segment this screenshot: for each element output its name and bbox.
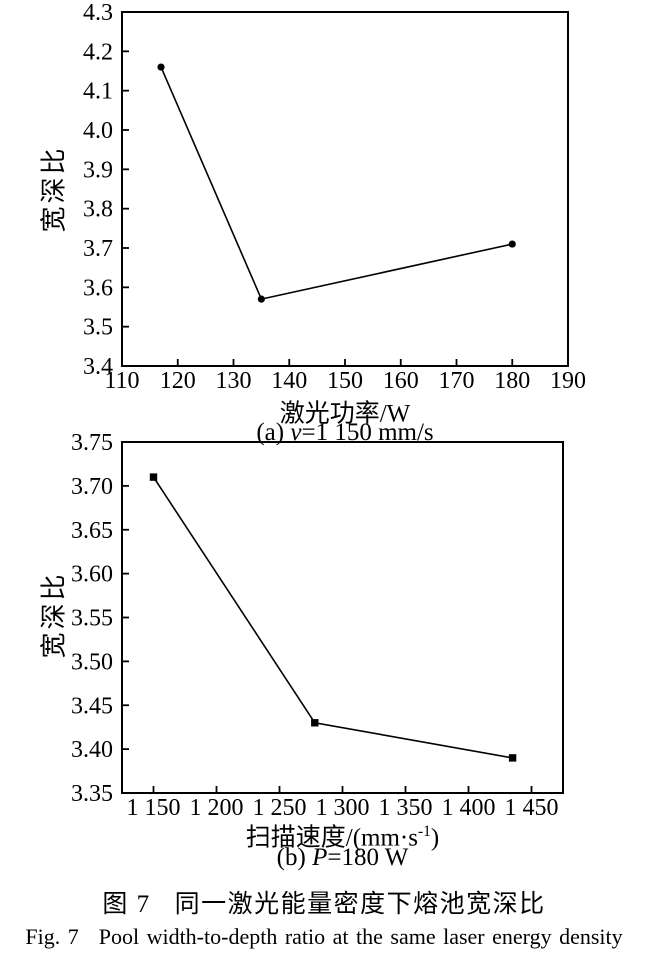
x-tick-label: 1 350 — [379, 795, 433, 821]
chart-b-xlabel-text: 扫描速度/(mm·s — [245, 824, 418, 852]
y-tick-label: 3.50 — [71, 649, 113, 675]
y-tick-label: 3.8 — [83, 197, 113, 223]
x-tick-label: 1 200 — [190, 795, 244, 821]
x-tick-label: 190 — [550, 368, 586, 394]
y-tick-label: 4.2 — [83, 39, 113, 65]
y-tick-label: 3.75 — [71, 430, 113, 456]
chart-b-xlabel: 扫描速度/(mm·s-1) — [122, 819, 563, 851]
x-tick-label: 120 — [160, 368, 196, 394]
chart-b-ylabel: 宽深比 — [39, 571, 69, 659]
x-tick-label: 140 — [271, 368, 307, 394]
chart-b-subcaption: (b) P=180 W — [122, 845, 563, 871]
x-tick-label: 110 — [104, 368, 139, 394]
y-tick-label: 3.35 — [71, 781, 113, 807]
y-tick-label: 3.70 — [71, 474, 113, 500]
chart-a-plot: 110 120 130 140 150 160 170 180 190 4.3 4.2 4.1 4.0 3… — [83, 0, 586, 394]
figure-caption-en-text: Pool width-to-depth ratio at the same la… — [98, 924, 623, 949]
plot-frame — [121, 441, 564, 794]
chart-a-xlabel: 激光功率/W — [122, 395, 568, 427]
data-point-marker — [257, 295, 265, 303]
y-tick-label: 3.40 — [71, 737, 113, 763]
data-point-marker — [508, 240, 516, 248]
chart-b-subcaption-rest: =180 W — [327, 844, 409, 871]
x-tick-label: 1 150 — [127, 795, 181, 821]
y-tick-label: 4.3 — [83, 0, 113, 26]
data-point-marker — [149, 473, 158, 481]
series-line — [160, 66, 513, 301]
y-tick-label: 3.5 — [83, 315, 113, 341]
data-point-marker — [311, 719, 319, 727]
x-tick-label: 1 400 — [442, 795, 496, 821]
chart-a-xlabel-text: 激光功率/W — [279, 400, 411, 428]
figure-caption-en-label: Fig. 7 — [25, 924, 79, 949]
y-tick-label: 3.45 — [71, 693, 113, 719]
x-tick-label: 1 450 — [505, 795, 559, 821]
chart-b-xlabel-sup: -1 — [417, 823, 431, 840]
figure-caption-zh-label: 图 7 — [102, 891, 151, 918]
chart-b-xlabel-post: ) — [430, 824, 440, 852]
x-tick-label: 170 — [439, 368, 475, 394]
data-point-marker — [508, 754, 517, 762]
x-tick-label: 1 300 — [316, 795, 370, 821]
x-tick-label: 150 — [327, 368, 363, 394]
figure-caption-zh: 图 7 同一激光能量密度下熔池宽深比 — [0, 884, 648, 920]
y-tick-label: 3.7 — [83, 236, 113, 262]
y-tick-label: 4.0 — [83, 118, 113, 144]
y-tick-label: 3.55 — [71, 606, 113, 632]
figure-caption-en: Fig. 7 Pool width-to-depth ratio at the s… — [0, 924, 648, 950]
plot-frame — [121, 11, 569, 367]
x-tick-label: 130 — [216, 368, 252, 394]
x-tick-label: 180 — [494, 368, 530, 394]
data-point-marker — [157, 63, 165, 71]
chart-a-subcaption-symbol: v — [290, 419, 302, 446]
x-tick-label: 1 250 — [253, 795, 307, 821]
chart-b-subcaption-symbol: P — [312, 844, 328, 871]
y-tick-label: 3.9 — [83, 157, 113, 183]
y-tick-label: 3.6 — [83, 275, 113, 301]
chart-a-ylabel: 宽深比 — [39, 145, 69, 233]
series-line — [152, 476, 513, 759]
chart-b-subcaption-prefix: (b) — [276, 844, 313, 871]
y-tick-label: 3.65 — [71, 518, 113, 544]
chart-b-plot: 1 150 1 200 1 250 1 300 1 350 1 400 1 450 3.75 3… — [71, 430, 564, 821]
y-tick-label: 3.4 — [83, 354, 113, 380]
x-tick-label: 160 — [383, 368, 419, 394]
y-tick-label: 4.1 — [83, 79, 113, 105]
figure-caption-zh-text: 同一激光能量密度下熔池宽深比 — [174, 891, 546, 918]
y-tick-label: 3.60 — [71, 562, 113, 588]
